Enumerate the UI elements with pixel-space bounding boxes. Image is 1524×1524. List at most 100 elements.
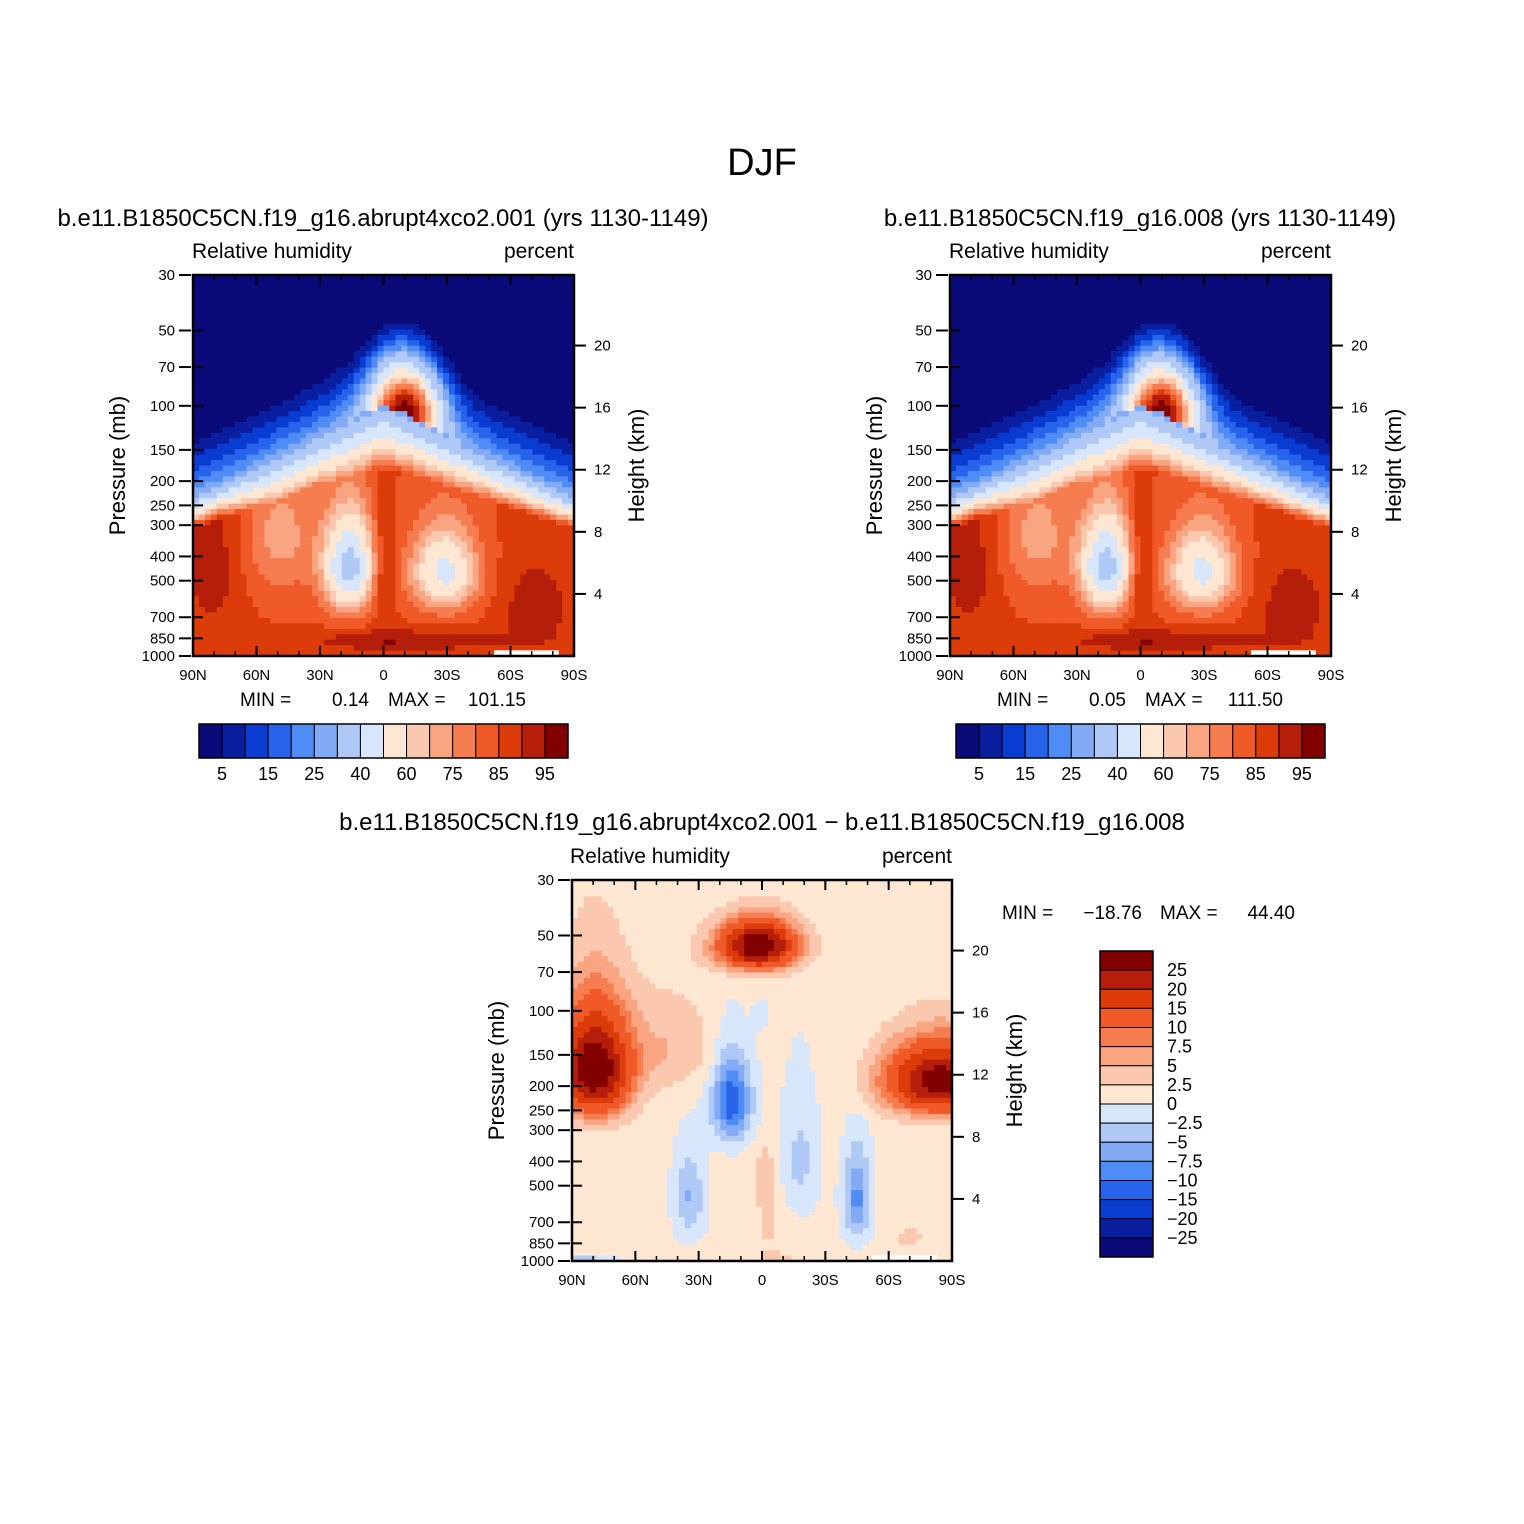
contour-cell: [300, 334, 307, 341]
contour-cell: [443, 579, 450, 586]
contour-cell: [413, 541, 420, 548]
contour-cell: [419, 547, 426, 554]
contour-cell: [210, 568, 218, 575]
contour-cell: [448, 590, 456, 597]
contour-cell: [496, 503, 504, 510]
contour-cell: [216, 285, 224, 292]
contour-cell: [496, 465, 504, 472]
contour-cell: [460, 367, 468, 374]
contour-cell: [407, 400, 414, 407]
contour-cell: [401, 367, 408, 374]
contour-cell: [353, 607, 361, 614]
contour-cell: [407, 552, 414, 559]
contour-cell: [443, 340, 450, 347]
contour-cell: [460, 590, 468, 597]
contour-cell: [419, 432, 426, 439]
contour-cell: [341, 601, 349, 608]
contour-cell: [502, 318, 510, 325]
contour-cell: [389, 585, 396, 592]
contour-cell: [318, 492, 325, 499]
contour-cell: [353, 498, 361, 505]
contour-cell: [401, 405, 408, 412]
contour-cell: [490, 460, 498, 467]
contour-cell: [335, 280, 343, 287]
contour-cell: [312, 541, 319, 548]
contour-cell: [204, 378, 212, 385]
contour-cell: [359, 585, 367, 592]
contour-cell: [329, 378, 337, 385]
contour-cell: [532, 530, 539, 537]
contour-cell: [264, 596, 271, 603]
contour-cell: [556, 405, 563, 412]
contour-cell: [264, 378, 271, 385]
contour-cell: [222, 334, 230, 341]
contour-cell: [222, 329, 230, 336]
contour-cell: [198, 503, 206, 510]
contour-cell: [413, 427, 420, 434]
contour-cell: [365, 628, 373, 635]
contour-cell: [204, 313, 212, 320]
contour-cell: [460, 563, 468, 570]
contour-cell: [216, 519, 224, 526]
contour-cell: [365, 323, 373, 331]
contour-cell: [460, 313, 468, 320]
contour-cell: [568, 340, 575, 347]
contour-cell: [419, 596, 426, 603]
contour-cell: [294, 329, 301, 336]
contour-cell: [216, 302, 224, 309]
contour-cell: [538, 596, 545, 603]
contour-cell: [306, 291, 313, 298]
contour-cell: [454, 340, 462, 347]
contour-cell: [437, 383, 444, 390]
contour-cell: [973, 601, 981, 608]
contour-cell: [550, 313, 557, 320]
contour-cell: [466, 275, 474, 282]
contour-cell: [496, 634, 504, 641]
contour-cell: [478, 617, 486, 624]
contour-cell: [240, 280, 248, 287]
contour-cell: [425, 427, 432, 434]
contour-cell: [425, 563, 432, 570]
contour-cell: [246, 487, 254, 494]
contour-cell: [437, 285, 444, 292]
contour-cell: [466, 340, 474, 347]
contour-cell: [478, 345, 486, 352]
contour-cell: [502, 323, 510, 331]
contour-cell: [466, 536, 474, 543]
contour-cell: [300, 313, 307, 320]
contour-cell: [389, 536, 396, 543]
contour-cell: [347, 372, 355, 380]
contour-cell: [448, 601, 456, 608]
contour-cell: [234, 470, 242, 477]
contour-cell: [288, 579, 295, 586]
contour-cell: [216, 449, 224, 456]
contour-cell: [258, 492, 266, 499]
contour-cell: [258, 296, 266, 303]
contour-cell: [228, 362, 236, 369]
contour-cell: [359, 432, 367, 439]
contour-cell: [347, 313, 355, 320]
contour-cell: [377, 579, 385, 586]
contour-cell: [323, 634, 331, 641]
contour-cell: [466, 307, 474, 314]
contour-cell: [395, 492, 402, 499]
contour-cell: [973, 383, 981, 390]
contour-cell: [347, 362, 355, 369]
panel-control: b.e11.B1850C5CN.f19_g16.008 (yrs 1130-11…: [862, 205, 1406, 784]
contour-cell: [496, 383, 504, 390]
contour-cell: [443, 481, 450, 488]
contour-cell: [204, 389, 212, 396]
contour-cell: [967, 383, 975, 390]
contour-cell: [323, 334, 331, 341]
contour-cell: [526, 367, 533, 374]
contour-cell: [556, 383, 563, 390]
contour-cell: [950, 340, 957, 347]
contour-cell: [246, 579, 254, 586]
contour-cell: [389, 362, 396, 369]
contour-cell: [264, 498, 271, 505]
contour-cell: [282, 617, 289, 624]
contour-cell: [329, 405, 337, 412]
contour-cell: [413, 443, 420, 450]
contour-cell: [341, 351, 349, 358]
contour-cell: [222, 530, 230, 537]
